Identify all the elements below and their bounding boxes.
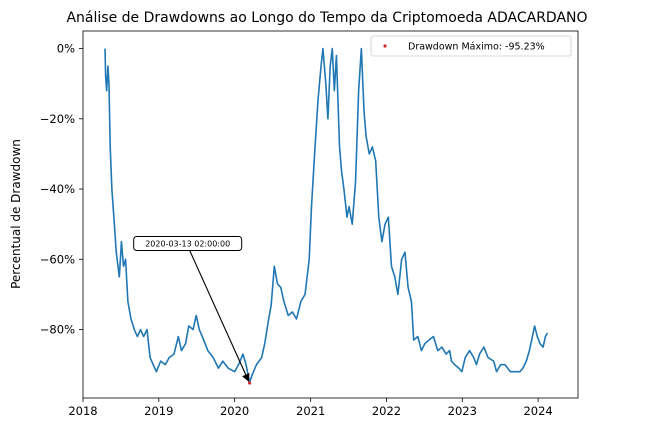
x-tick-label: 2020 bbox=[220, 404, 249, 418]
x-tick-label: 2024 bbox=[523, 404, 552, 418]
legend-label: Drawdown Máximo: -95.23% bbox=[408, 42, 545, 53]
y-tick-label: −80% bbox=[40, 323, 75, 337]
x-tick-label: 2022 bbox=[372, 404, 401, 418]
plot-frame bbox=[82, 30, 579, 399]
y-tick-label: 0% bbox=[57, 42, 75, 56]
annotation-box bbox=[133, 235, 243, 251]
x-tick-label: 2021 bbox=[296, 404, 325, 418]
x-tick-label: 2019 bbox=[144, 404, 173, 418]
y-axis: 0% −20% −40% −60% −80% bbox=[40, 42, 83, 337]
y-tick-label: −40% bbox=[40, 182, 75, 196]
x-tick-label: 2018 bbox=[68, 404, 97, 418]
max-drawdown-point bbox=[247, 381, 252, 385]
legend-marker bbox=[383, 44, 387, 48]
plot-area bbox=[83, 31, 578, 398]
chart-title: Análise de Drawdowns ao Longo do Tempo d… bbox=[66, 10, 587, 26]
series-line-0 bbox=[104, 47, 549, 383]
x-axis: 2018 2019 2020 2021 2022 2023 2024 bbox=[68, 398, 553, 418]
legend: Drawdown Máximo: -95.23% bbox=[370, 35, 572, 57]
x-tick-label: 2023 bbox=[448, 404, 477, 418]
y-axis-label: Percentual de Drawdown bbox=[9, 139, 23, 289]
annotation-arrow bbox=[189, 250, 250, 382]
annotation: 2020-03-13 02:00:00 bbox=[133, 235, 250, 382]
y-tick-label: −20% bbox=[40, 112, 75, 126]
series-layer bbox=[104, 47, 549, 383]
legend-box bbox=[370, 35, 572, 57]
annotation-label: 2020-03-13 02:00:00 bbox=[145, 239, 230, 248]
y-tick-label: −60% bbox=[40, 252, 75, 266]
